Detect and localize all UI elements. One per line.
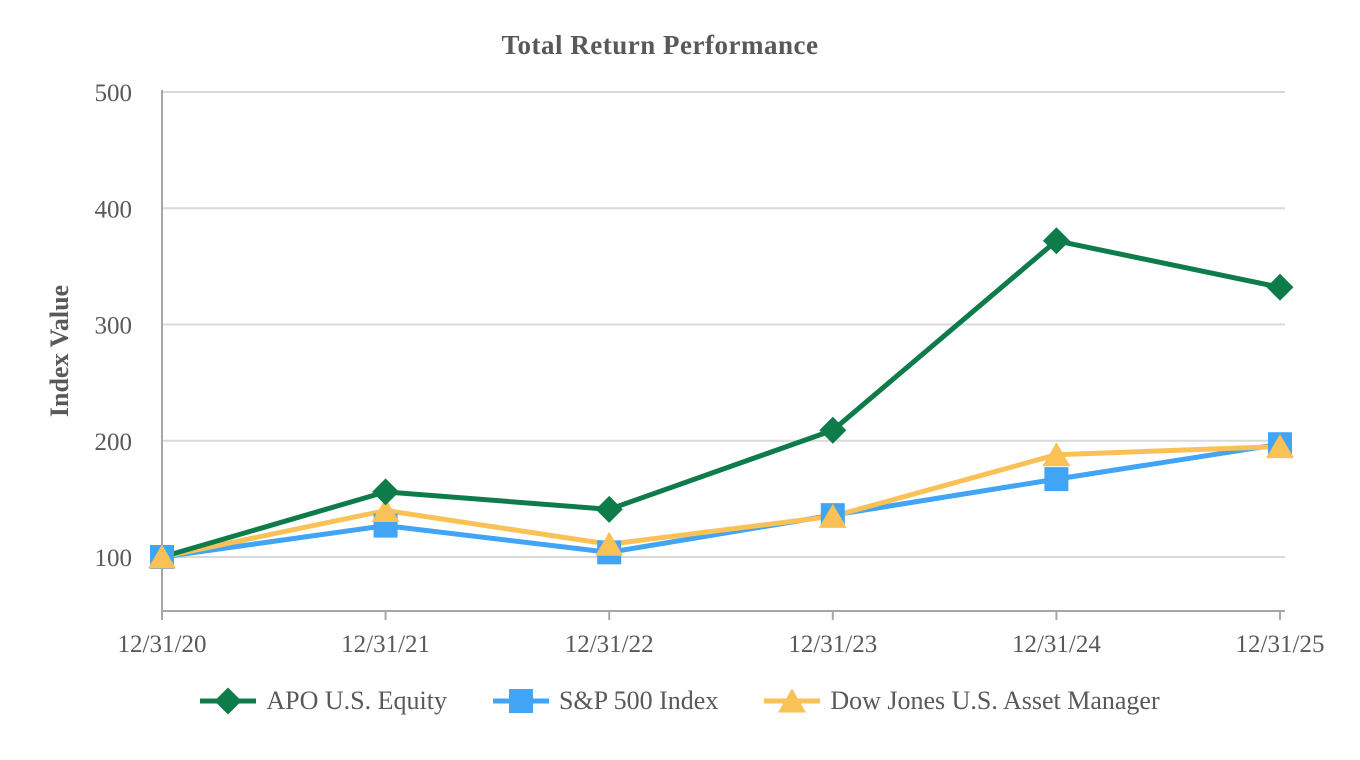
square-icon	[508, 689, 533, 713]
marker-triangle-dow-jones-u-s-asset-manager	[148, 544, 176, 569]
marker-triangle-dow-jones-u-s-asset-manager	[818, 503, 847, 528]
x-tick-label: 12/31/24	[1012, 631, 1101, 658]
series-line-apo-u-s-equity	[159, 238, 1283, 560]
marker-diamond-apo-u-s-equity	[1042, 227, 1070, 255]
legend-label: Dow Jones U.S. Asset Manager	[830, 686, 1160, 715]
marker-diamond-apo-u-s-equity	[1266, 273, 1294, 301]
marker-triangle-dow-jones-u-s-asset-manager	[595, 531, 624, 556]
legend-label: S&P 500 Index	[558, 686, 719, 715]
triangle-icon	[778, 688, 807, 713]
legend-item-dow-jones-us-asset-manager: Dow Jones U.S. Asset Manager	[764, 686, 1160, 716]
x-tick-label: 12/31/20	[118, 631, 207, 658]
x-tick-label: 12/31/21	[341, 631, 430, 658]
series-line-dow-jones-u-s-asset-manager	[159, 444, 1283, 560]
x-tick-label: 12/31/22	[565, 631, 654, 658]
marker-triangle-dow-jones-u-s-asset-manager	[1042, 442, 1071, 467]
marker-square-s-p-500-index	[1044, 467, 1069, 492]
chart-legend: APO U.S. Equity S&P 500 Index Dow Jones …	[0, 686, 1360, 716]
marker-diamond-apo-u-s-equity	[595, 495, 623, 523]
marker-triangle-dow-jones-u-s-asset-manager	[1266, 434, 1294, 459]
diamond-icon	[214, 687, 242, 715]
triangle-marker-icon	[764, 688, 821, 713]
y-tick-label: 300	[95, 313, 133, 340]
legend-item-apo-us-equity: APO U.S. Equity	[200, 686, 447, 716]
y-tick-label: 500	[95, 80, 133, 107]
marker-diamond-apo-u-s-equity	[819, 416, 847, 444]
marker-diamond-apo-u-s-equity	[372, 478, 400, 506]
diamond-marker-icon	[200, 687, 257, 715]
square-marker-icon	[492, 689, 549, 713]
y-tick-label: 200	[95, 429, 133, 456]
legend-label: APO U.S. Equity	[266, 686, 447, 715]
x-tick-label: 12/31/25	[1236, 631, 1325, 658]
x-tick-label: 12/31/23	[788, 631, 877, 658]
marker-triangle-dow-jones-u-s-asset-manager	[371, 498, 400, 522]
legend-item-sp-500-index: S&P 500 Index	[492, 686, 719, 716]
y-axis-title: Index Value	[45, 285, 74, 417]
y-tick-label: 400	[95, 196, 133, 223]
y-tick-label: 100	[95, 545, 133, 572]
chart-title: Total Return Performance	[501, 30, 819, 60]
series-line-s-p-500-index	[159, 441, 1283, 560]
